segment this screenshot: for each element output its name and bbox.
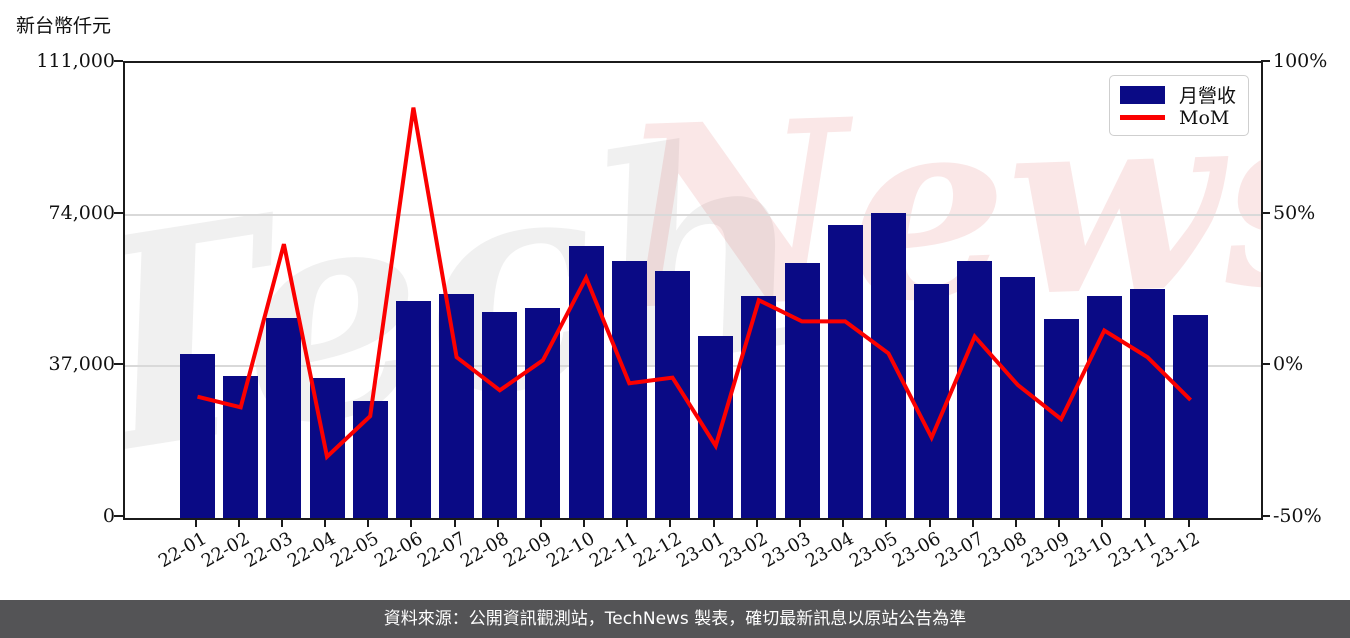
x-axis-tickmark <box>367 518 370 527</box>
x-axis-tick-label-23-01: 23-01 <box>672 528 729 573</box>
y-axis-left-tickmark <box>114 60 123 62</box>
left-axis-unit-label: 新台幣仟元 <box>16 15 112 37</box>
x-axis-tickmark <box>583 518 586 527</box>
x-axis-tickmark <box>539 518 542 527</box>
revenue-bar-22-03 <box>266 318 302 518</box>
y-axis-left-tick-label-74000: 74,000 <box>48 201 115 224</box>
x-axis-tick-label-23-05: 23-05 <box>845 528 901 573</box>
x-axis-tick-label-23-12: 23-12 <box>1147 528 1204 573</box>
x-axis-tickmark <box>1014 518 1017 527</box>
x-axis-tickmark <box>280 518 283 527</box>
x-axis-tick-label-22-07: 22-07 <box>413 528 470 573</box>
revenue-bar-22-02 <box>223 375 259 518</box>
x-axis-tickmark <box>496 518 499 527</box>
x-axis-tickmark <box>971 518 974 527</box>
y-axis-right-tick-label--50pct: -50% <box>1273 505 1322 527</box>
revenue-bar-22-01 <box>180 353 215 518</box>
legend-item-mom: MoM <box>1120 106 1238 129</box>
x-axis-tickmark <box>1101 518 1104 527</box>
y-axis-right-tickmark <box>1261 211 1270 214</box>
revenue-bar-22-06 <box>395 300 431 518</box>
legend-bar-label: 月營收 <box>1179 85 1237 107</box>
x-axis-tickmark <box>842 518 845 527</box>
x-axis-tick-label-23-11: 23-11 <box>1104 528 1160 573</box>
x-axis-tickmark <box>712 518 715 527</box>
revenue-bar-22-09 <box>525 307 561 518</box>
x-axis-tick-label-22-11: 22-11 <box>586 528 642 573</box>
source-footer: 資料來源：公開資訊觀測站，TechNews 製表，確切最新訊息以原站公告為準 <box>0 600 1350 638</box>
x-axis-tick-label-22-02: 22-02 <box>197 528 254 573</box>
legend-line-swatch <box>1120 115 1165 120</box>
x-axis-tick-label-22-08: 22-08 <box>456 528 513 573</box>
y-axis-right-tick-label-0pct: 0% <box>1273 353 1304 376</box>
y-axis-right-tick-label-100pct: 100% <box>1273 50 1328 72</box>
y-axis-right-tick-label-50pct: 50% <box>1273 201 1316 224</box>
x-axis-tickmark <box>626 518 629 527</box>
x-axis-tickmark <box>928 518 931 527</box>
x-axis-tickmark <box>799 518 802 527</box>
legend-item-revenue: 月營收 <box>1120 83 1238 107</box>
y-axis-left-tickmark <box>114 515 123 517</box>
x-axis-tickmark <box>324 518 327 527</box>
x-axis-tickmark <box>1187 518 1190 527</box>
revenue-bar-22-07 <box>439 294 475 518</box>
legend-line-label: MoM <box>1179 106 1230 129</box>
plot-clip-region: Tech News <box>125 63 1261 518</box>
revenue-bar-23-12 <box>1173 314 1209 518</box>
x-axis-tickmark <box>1144 518 1147 527</box>
x-axis-tickmark <box>237 518 240 527</box>
y-axis-left-tickmark <box>114 363 123 366</box>
revenue-bar-23-03 <box>784 263 820 518</box>
mom-line-layer <box>197 107 1193 461</box>
x-axis-tick-label-23-04: 23-04 <box>802 528 858 573</box>
x-axis-tick-label-22-06: 22-06 <box>370 528 426 573</box>
revenue-bar-23-06 <box>914 284 950 518</box>
legend-bar-swatch <box>1120 85 1165 104</box>
x-axis-tickmark <box>410 518 413 527</box>
x-axis-tick-label-22-12: 22-12 <box>629 528 685 573</box>
plot-area: Tech News 月營收 MoM <box>123 61 1263 520</box>
revenue-bar-22-05 <box>352 400 388 518</box>
x-axis-tick-label-23-06: 23-06 <box>888 528 945 573</box>
gridline-37000 <box>125 365 1261 368</box>
revenue-bar-23-04 <box>827 225 863 518</box>
revenue-bar-22-11 <box>611 261 647 518</box>
x-axis-tick-label-22-01: 22-01 <box>154 528 210 573</box>
revenue-bar-23-08 <box>1000 277 1036 518</box>
x-axis-tickmark <box>885 518 888 527</box>
mom-line <box>197 107 1193 461</box>
x-axis-tickmark <box>453 518 456 527</box>
revenue-bar-23-11 <box>1129 289 1165 518</box>
x-axis-tick-label-23-07: 23-07 <box>931 528 988 573</box>
x-axis-tick-label-22-05: 22-05 <box>327 528 383 573</box>
y-axis-right-tickmark <box>1261 60 1270 62</box>
revenue-bar-23-07 <box>957 261 993 518</box>
x-axis-tickmark <box>755 518 758 527</box>
legend: 月營收 MoM <box>1109 75 1249 136</box>
revenue-bar-22-10 <box>568 246 604 518</box>
y-axis-left-tick-label-0: 0 <box>102 505 115 527</box>
revenue-bar-23-05 <box>870 212 906 518</box>
y-axis-right-tickmark <box>1261 363 1270 366</box>
revenue-bar-22-08 <box>482 311 518 518</box>
x-axis-tickmark <box>194 518 197 527</box>
y-axis-left-tick-label-37000: 37,000 <box>48 353 115 376</box>
x-axis-tickmark <box>1058 518 1061 527</box>
gridline-74000 <box>125 213 1261 216</box>
y-axis-left-tickmark <box>114 211 123 214</box>
y-axis-right-tickmark <box>1261 515 1270 517</box>
y-axis-left-tick-label-111000: 111,000 <box>36 50 115 72</box>
x-axis-tickmark <box>669 518 672 527</box>
x-axis-tick-label-23-10: 23-10 <box>1061 528 1117 573</box>
